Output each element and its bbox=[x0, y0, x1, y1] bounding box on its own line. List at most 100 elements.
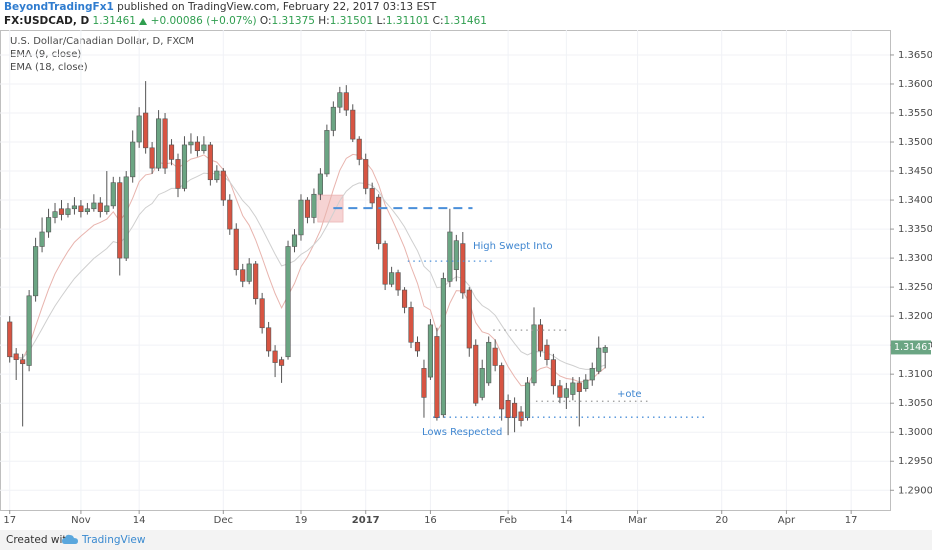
candle-body bbox=[20, 359, 26, 365]
candle-body bbox=[110, 182, 116, 207]
footer-brand[interactable]: TradingView bbox=[82, 534, 146, 546]
candle-body bbox=[563, 388, 569, 398]
ohlc-label: L: bbox=[376, 15, 386, 27]
candle-body bbox=[207, 144, 213, 181]
x-tick-label: 20 bbox=[715, 515, 728, 526]
candle-body bbox=[596, 347, 602, 372]
y-tick-label: 1.34000 bbox=[898, 195, 932, 206]
candle-body bbox=[440, 278, 446, 416]
y-tick-label: 1.30500 bbox=[898, 398, 932, 409]
plot bbox=[7, 81, 707, 436]
candle-body bbox=[259, 298, 265, 329]
ohlc-value: 1.31501 bbox=[329, 15, 374, 27]
candle-body bbox=[201, 144, 207, 152]
candle-body bbox=[266, 327, 272, 352]
candle-body bbox=[39, 231, 45, 247]
candle-body bbox=[175, 159, 181, 189]
candle-body bbox=[304, 199, 311, 218]
symbol: FX:USDCAD, D bbox=[4, 15, 90, 27]
candle-body bbox=[427, 324, 434, 378]
candle-body bbox=[505, 400, 511, 419]
candle-body bbox=[401, 289, 408, 308]
candle-body bbox=[285, 246, 291, 358]
candle-body bbox=[337, 92, 343, 108]
ohlc-label: H: bbox=[318, 15, 330, 27]
ohlc-label: C: bbox=[432, 15, 444, 27]
ohlc-value: 1.31461 bbox=[443, 15, 487, 27]
candle-body bbox=[13, 353, 19, 360]
x-tick-label: 2017 bbox=[352, 515, 380, 526]
x-tick-label: Apr bbox=[778, 515, 796, 526]
candle-body bbox=[369, 188, 375, 204]
author-link[interactable]: BeyondTradingFx1 bbox=[4, 1, 114, 13]
candle-body bbox=[350, 109, 356, 140]
x-tick-label: 14 bbox=[133, 515, 146, 526]
candle-body bbox=[298, 199, 304, 236]
candle-body bbox=[434, 336, 440, 419]
indicator-legend: EMA (18, close) bbox=[10, 62, 88, 73]
candle-body bbox=[33, 246, 39, 297]
ohlc-value: 1.31375 bbox=[271, 15, 315, 27]
candle-body bbox=[71, 205, 78, 210]
candle-body bbox=[589, 368, 595, 381]
annotation: +ote bbox=[617, 389, 642, 400]
x-tick-label: Mar bbox=[628, 515, 648, 526]
y-tick-label: 1.33000 bbox=[898, 253, 932, 264]
ema-line bbox=[9, 153, 606, 387]
candle-body bbox=[181, 144, 188, 189]
y-tick-label: 1.29000 bbox=[898, 485, 932, 496]
candle-body bbox=[162, 118, 168, 169]
y-tick-label: 1.34500 bbox=[898, 166, 932, 177]
x-tick-label: 17 bbox=[3, 515, 16, 526]
candle-body bbox=[84, 208, 90, 212]
candle-body bbox=[278, 359, 285, 366]
price-tag-label: 1.31461 bbox=[894, 342, 932, 353]
candle-body bbox=[149, 147, 155, 169]
published-text: published on TradingView.com, February 2… bbox=[117, 1, 437, 13]
y-tick-label: 1.35500 bbox=[898, 108, 932, 119]
candle-body bbox=[253, 263, 259, 300]
candle-body bbox=[473, 344, 479, 404]
candle-body bbox=[363, 159, 369, 189]
candle-body bbox=[168, 144, 175, 160]
candle-body bbox=[460, 243, 466, 294]
y-tick-label: 1.36500 bbox=[898, 50, 932, 61]
candle-body bbox=[214, 170, 220, 181]
candle-body bbox=[570, 382, 576, 395]
candle-body bbox=[499, 365, 505, 410]
candle-body bbox=[486, 341, 492, 384]
y-tick-label: 1.36000 bbox=[898, 79, 932, 90]
candle-body bbox=[447, 231, 453, 282]
ohlc-label: O: bbox=[259, 15, 272, 27]
candle-body bbox=[291, 234, 298, 247]
candle-body bbox=[136, 115, 142, 143]
candle-body bbox=[544, 344, 550, 360]
candle-body bbox=[576, 382, 582, 392]
candle-body bbox=[330, 106, 336, 131]
candle-body bbox=[188, 141, 194, 146]
annotation: Lows Respected bbox=[422, 427, 502, 438]
candle-body bbox=[104, 205, 110, 212]
candle-body bbox=[550, 359, 556, 387]
candle-body bbox=[117, 182, 123, 259]
candle-body bbox=[453, 240, 459, 271]
ohlc-value: 1.31101 bbox=[385, 15, 430, 27]
candle-body bbox=[240, 269, 246, 282]
candle-body bbox=[97, 202, 103, 212]
x-tick-label: Nov bbox=[71, 515, 91, 526]
candle-body bbox=[376, 196, 382, 244]
candle-body bbox=[583, 379, 589, 389]
y-tick-label: 1.33500 bbox=[898, 224, 932, 235]
candle-body bbox=[382, 243, 388, 285]
tv-logo bbox=[62, 534, 78, 544]
plot-frame bbox=[0, 30, 891, 511]
candle-body bbox=[52, 211, 58, 218]
candle-body bbox=[227, 199, 233, 230]
candle-body bbox=[78, 205, 84, 212]
candle-body bbox=[395, 272, 401, 291]
y-tick-label: 1.30000 bbox=[898, 427, 932, 438]
candle-body bbox=[414, 341, 421, 352]
y-tick-label: 1.29500 bbox=[898, 456, 932, 467]
candle-body bbox=[272, 350, 278, 363]
candle-body bbox=[356, 138, 362, 160]
